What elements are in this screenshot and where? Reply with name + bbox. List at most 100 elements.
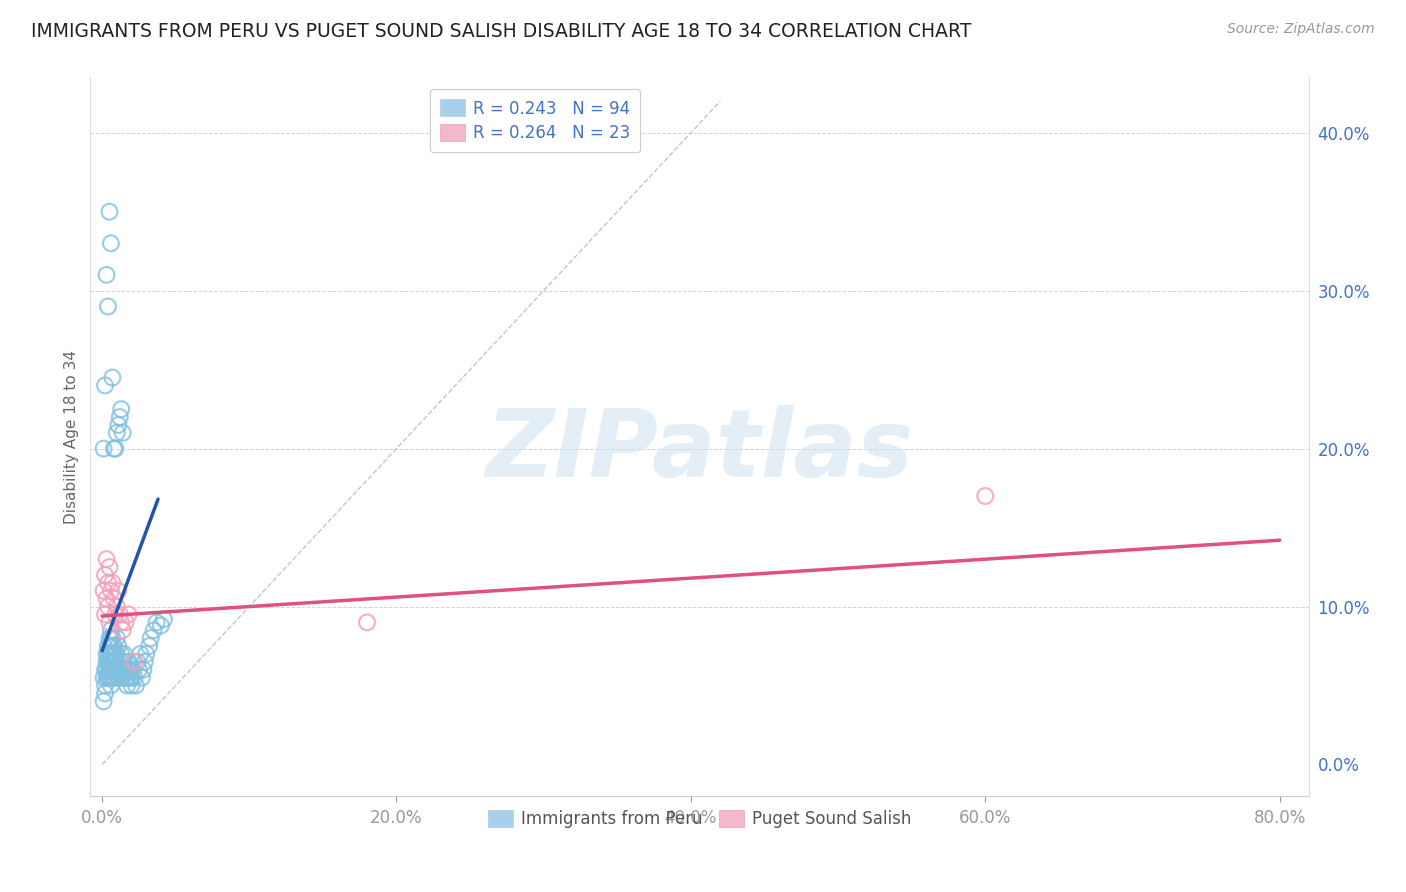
- Point: [94, 568, 117, 582]
- Point: [104, 663, 127, 677]
- Point: [132, 663, 155, 677]
- Point: [94, 663, 117, 677]
- Point: [101, 663, 124, 677]
- Point: [98, 639, 121, 653]
- Point: [117, 655, 139, 669]
- Point: [107, 417, 129, 432]
- Point: [101, 370, 124, 384]
- Point: [97, 639, 120, 653]
- Point: [131, 671, 153, 685]
- Point: [110, 671, 132, 685]
- Point: [110, 402, 132, 417]
- Point: [142, 624, 165, 638]
- Point: [127, 655, 149, 669]
- Point: [100, 647, 122, 661]
- Point: [103, 591, 125, 606]
- Point: [114, 615, 136, 630]
- Point: [103, 442, 125, 456]
- Point: [149, 618, 172, 632]
- Point: [108, 663, 131, 677]
- Point: [101, 639, 124, 653]
- Point: [120, 671, 142, 685]
- Point: [100, 671, 122, 685]
- Text: IMMIGRANTS FROM PERU VS PUGET SOUND SALISH DISABILITY AGE 18 TO 34 CORRELATION C: IMMIGRANTS FROM PERU VS PUGET SOUND SALI…: [31, 22, 972, 41]
- Point: [105, 655, 128, 669]
- Point: [101, 575, 124, 590]
- Point: [96, 552, 118, 566]
- Point: [107, 663, 129, 677]
- Point: [100, 655, 122, 669]
- Y-axis label: Disability Age 18 to 34: Disability Age 18 to 34: [65, 350, 79, 524]
- Point: [104, 655, 127, 669]
- Point: [129, 647, 152, 661]
- Point: [111, 671, 134, 685]
- Point: [107, 583, 129, 598]
- Point: [100, 679, 122, 693]
- Point: [93, 583, 115, 598]
- Point: [121, 679, 143, 693]
- Point: [121, 671, 143, 685]
- Point: [108, 607, 131, 622]
- Point: [97, 599, 120, 614]
- Point: [98, 560, 121, 574]
- Point: [122, 663, 145, 677]
- Point: [104, 607, 127, 622]
- Point: [114, 663, 136, 677]
- Point: [105, 425, 128, 440]
- Point: [128, 663, 150, 677]
- Point: [111, 624, 134, 638]
- Point: [105, 647, 128, 661]
- Point: [103, 655, 125, 669]
- Point: [97, 671, 120, 685]
- Point: [124, 671, 146, 685]
- Point: [94, 679, 117, 693]
- Point: [98, 671, 121, 685]
- Point: [110, 615, 132, 630]
- Point: [97, 647, 120, 661]
- Point: [101, 671, 124, 685]
- Point: [153, 612, 176, 626]
- Point: [103, 639, 125, 653]
- Point: [103, 663, 125, 677]
- Point: [112, 647, 135, 661]
- Point: [98, 615, 121, 630]
- Point: [96, 655, 118, 669]
- Point: [101, 647, 124, 661]
- Point: [101, 631, 124, 645]
- Point: [100, 631, 122, 645]
- Text: ZIPatlas: ZIPatlas: [485, 405, 914, 497]
- Point: [104, 647, 127, 661]
- Point: [96, 663, 118, 677]
- Point: [93, 671, 115, 685]
- Point: [108, 410, 131, 425]
- Point: [124, 655, 146, 669]
- Point: [98, 663, 121, 677]
- Point: [94, 378, 117, 392]
- Point: [105, 631, 128, 645]
- Point: [101, 655, 124, 669]
- Point: [96, 671, 118, 685]
- Point: [139, 631, 162, 645]
- Point: [96, 647, 118, 661]
- Point: [97, 300, 120, 314]
- Point: [138, 639, 160, 653]
- Point: [114, 671, 136, 685]
- Point: [115, 679, 138, 693]
- Point: [100, 583, 122, 598]
- Point: [110, 647, 132, 661]
- Point: [107, 671, 129, 685]
- Point: [93, 442, 115, 456]
- Point: [98, 204, 121, 219]
- Point: [115, 671, 138, 685]
- Point: [96, 268, 118, 282]
- Point: [117, 663, 139, 677]
- Point: [134, 655, 156, 669]
- Point: [111, 425, 134, 440]
- Point: [145, 615, 167, 630]
- Point: [974, 489, 997, 503]
- Point: [135, 647, 157, 661]
- Point: [356, 615, 378, 630]
- Point: [100, 236, 122, 251]
- Point: [94, 607, 117, 622]
- Point: [120, 663, 142, 677]
